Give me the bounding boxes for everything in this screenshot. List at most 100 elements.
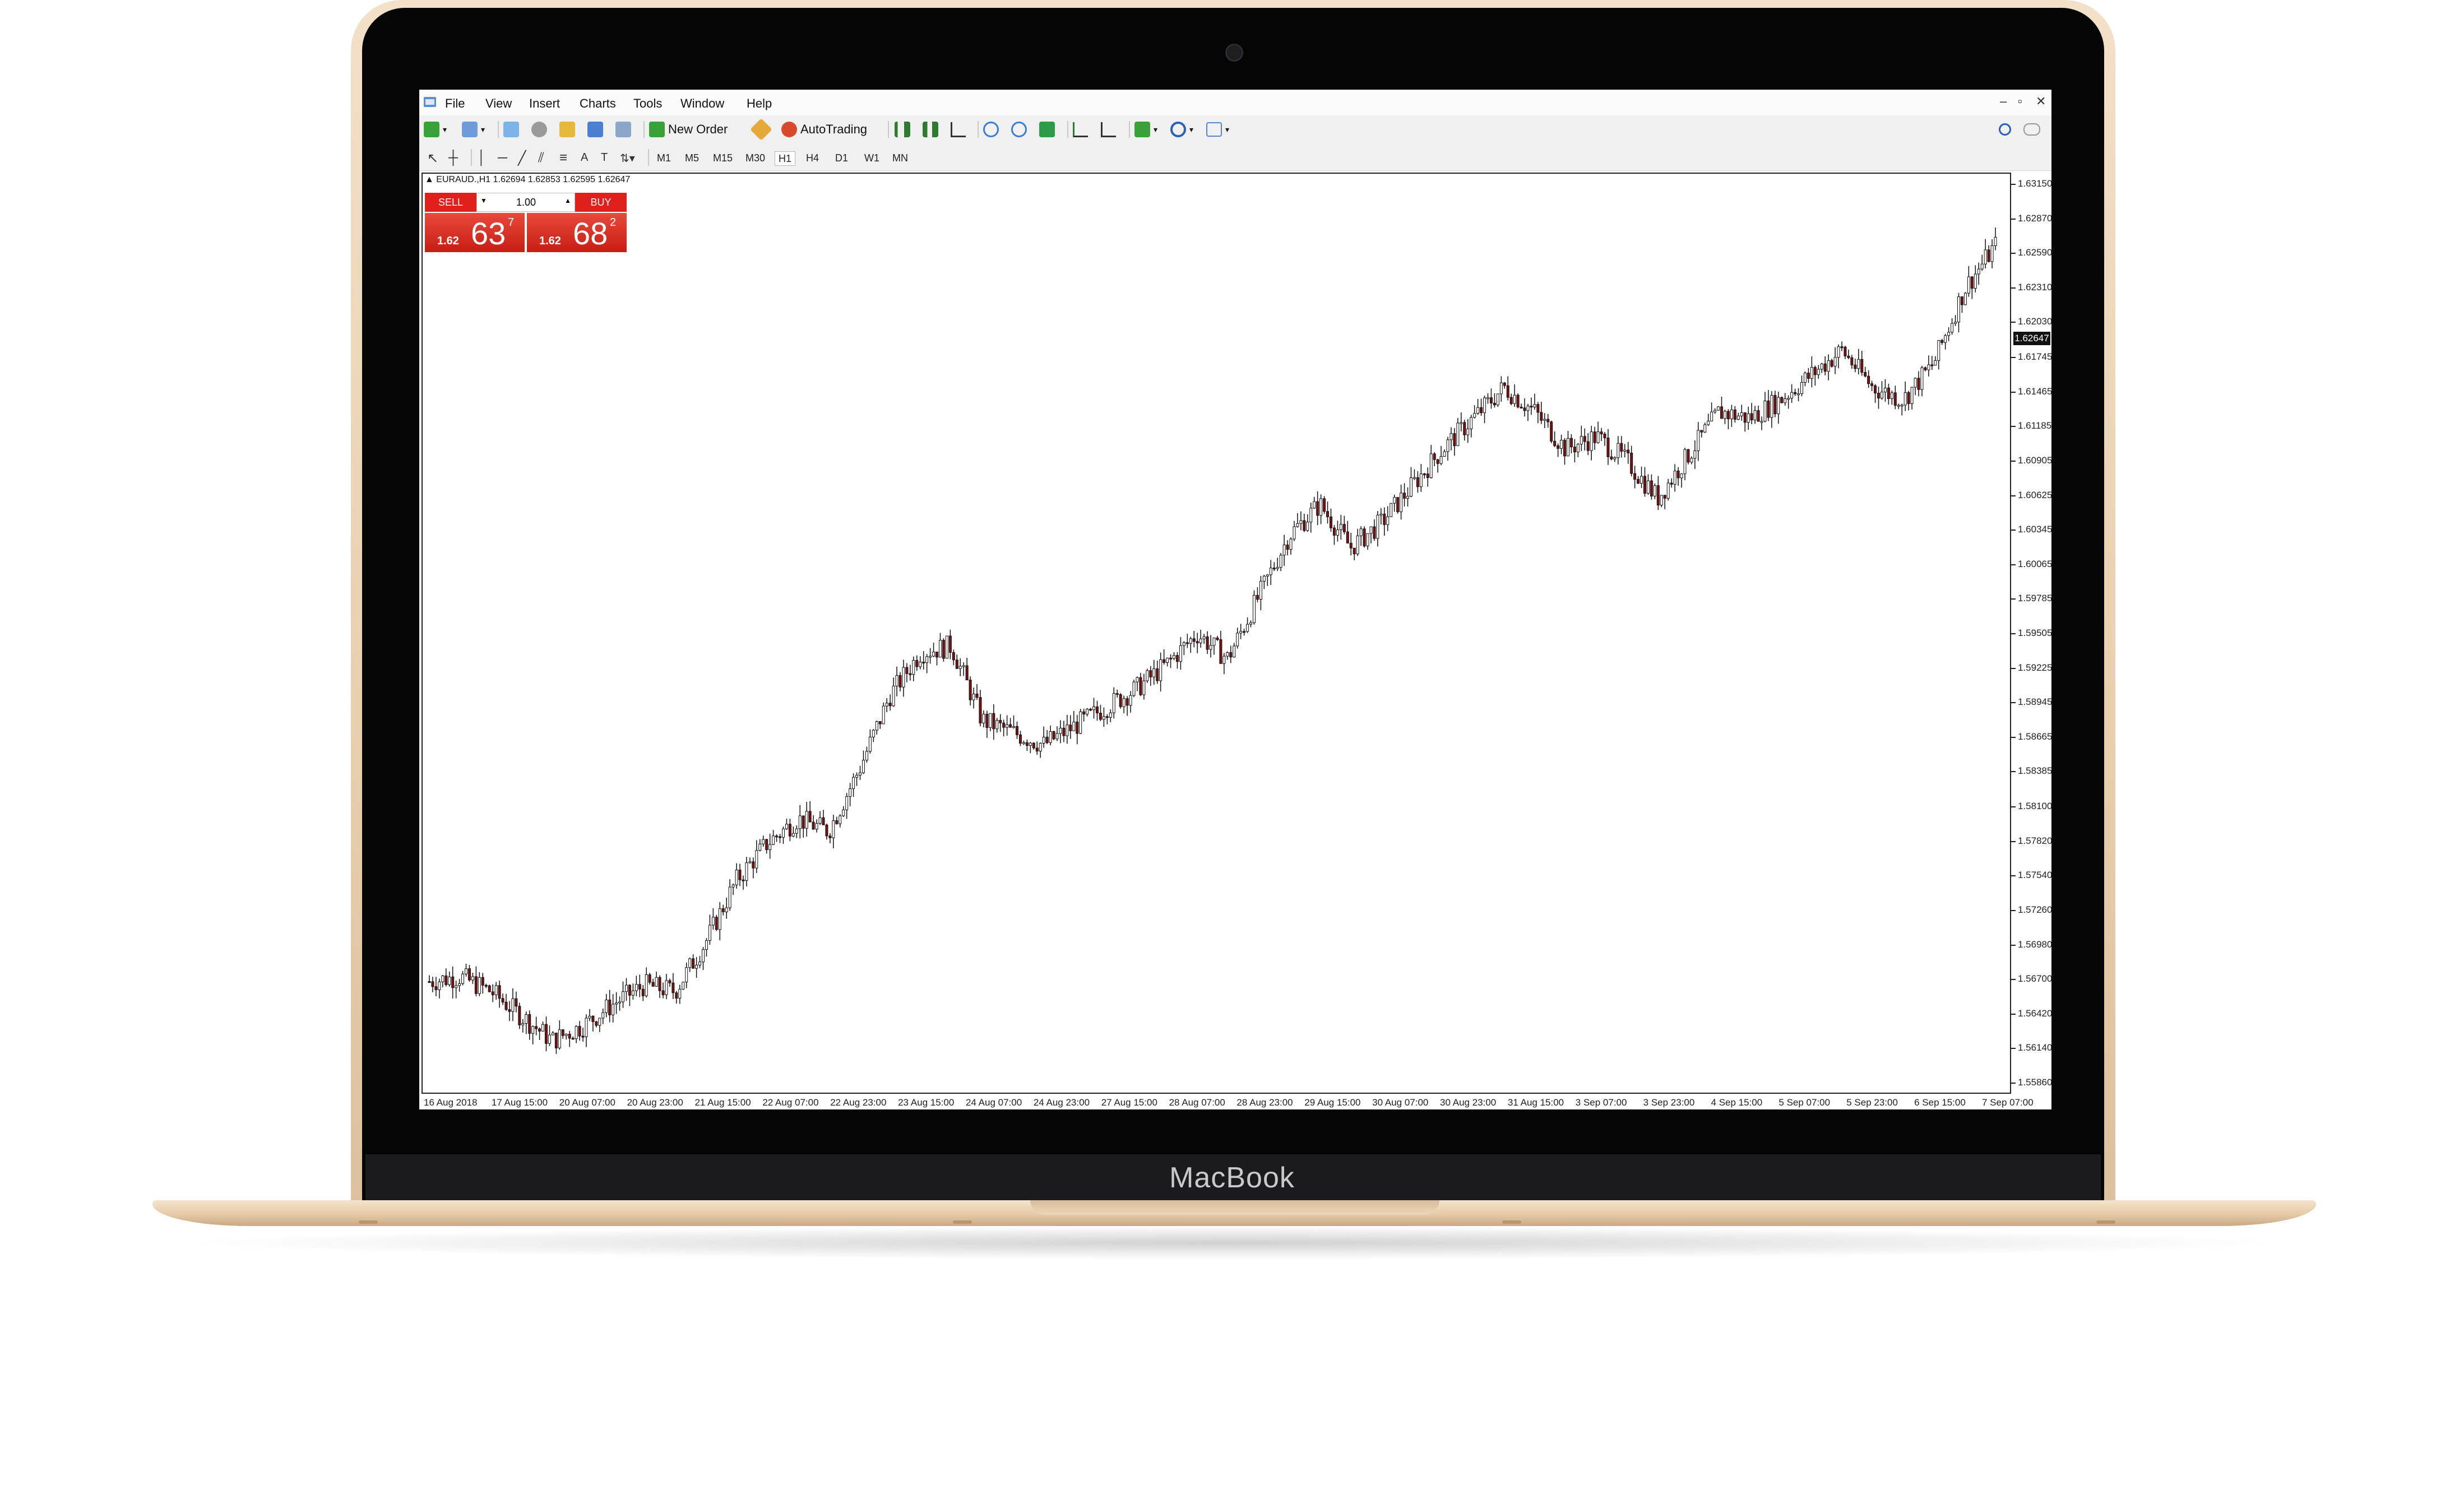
candle-down [488,985,491,992]
data-window-button[interactable] [531,120,550,139]
minimize-icon[interactable]: – [2000,94,2007,108]
arrows-icon[interactable]: ⇅▾ [620,152,635,165]
candle-down [1025,742,1029,746]
candle-up [972,694,975,700]
candle-up [865,751,868,761]
timeframe-w1[interactable]: W1 [864,152,879,164]
cursor-icon[interactable]: ↖ [427,151,439,166]
candle-down [1156,668,1159,681]
candle-up [1683,449,1687,475]
text-label-icon[interactable]: T [601,151,608,164]
candle-down [1062,727,1066,736]
candle-down [1363,528,1366,546]
sell-price-pip: 7 [508,216,515,229]
zoom-out-button[interactable] [1011,120,1030,139]
price-tick-label: 1.57820 [2018,835,2051,846]
tile-windows-button[interactable] [1039,120,1058,139]
candle-up [1179,645,1182,662]
text-icon[interactable]: A [581,151,589,164]
candle-up [995,720,999,730]
menu-file[interactable]: File [445,96,465,110]
chat-button[interactable] [2023,120,2044,139]
meta-editor-button[interactable] [750,118,772,141]
chart-window[interactable]: ▲ EURAUD.,H1 1.62694 1.62853 1.62595 1.6… [419,171,2051,1109]
close-icon[interactable]: ✕ [2036,94,2046,108]
candle-up [1680,473,1683,479]
timeframe-mn[interactable]: MN [892,152,908,164]
autotrading-button[interactable]: AutoTrading [781,120,867,139]
candle-up [605,999,608,1013]
candle-up [1673,470,1676,485]
buy-price[interactable]: 1.62 68 2 [527,213,627,252]
menu-window[interactable]: Window [680,96,725,110]
chart-shift-button[interactable] [1101,120,1119,139]
market-watch-button[interactable] [503,120,522,139]
crosshair-icon[interactable]: ┼ [448,150,458,165]
sell-button[interactable]: SELL [425,193,476,212]
timeframe-d1[interactable]: D1 [835,152,849,164]
candle-down [1463,422,1466,435]
candle-up [1400,493,1403,512]
volume-up-icon[interactable]: ▲ [564,197,571,205]
sell-price[interactable]: 1.62 63 7 [425,213,525,252]
timeframe-h1[interactable]: H1 [775,151,796,166]
candle-up [1914,378,1917,388]
candle-up [1473,413,1476,418]
menu-charts[interactable]: Charts [580,96,616,110]
candle-up [1613,457,1617,459]
candle-down [1940,340,1944,343]
timeframe-m30[interactable]: M30 [745,152,766,164]
periods-button[interactable]: ▾ [1170,120,1193,139]
templates-button[interactable]: ▾ [1206,120,1229,139]
trendline-icon[interactable]: ╱ [518,151,526,166]
chart-plot-area[interactable] [422,173,2011,1094]
volume-field[interactable]: 1.00 [516,197,536,208]
candle-up [785,824,788,829]
volume-down-icon[interactable]: ▼ [480,197,487,205]
channel-icon[interactable]: ⫽ [538,150,544,165]
timeframe-m15[interactable]: M15 [713,152,733,164]
horizontal-line-icon[interactable]: ─ [498,150,508,165]
candle-down [1780,397,1784,403]
new-order-button[interactable]: New Order [649,120,728,139]
candle-down [434,986,438,990]
buy-button[interactable]: BUY [575,193,627,212]
candle-up [1042,736,1045,744]
zoom-in-button[interactable] [983,120,1002,139]
menu-help[interactable]: Help [747,96,772,110]
candle-down [648,974,651,983]
candle-down [1586,441,1590,451]
timeframe-m5[interactable]: M5 [685,152,700,164]
candle-down [1844,346,1847,356]
candle-down [915,660,919,667]
autoscroll-button[interactable] [1073,120,1091,139]
price-tick-mark [2011,598,2016,600]
tile-windows-icon [1039,122,1055,137]
menu-insert[interactable]: Insert [529,96,561,110]
indicators-button[interactable]: ▾ [1134,120,1157,139]
bar-chart-button[interactable] [895,120,914,139]
new-chart-button[interactable]: ▾ [424,120,447,139]
menu-tools[interactable]: Tools [633,96,663,110]
candle-up [1212,637,1216,646]
line-chart-button[interactable] [951,120,969,139]
strategy-tester-button[interactable] [615,120,634,139]
restore-icon[interactable]: ▫ [2018,94,2022,108]
candle-up [1640,476,1643,484]
menu-view[interactable]: View [485,96,512,110]
terminal-button[interactable] [587,120,606,139]
fibonacci-icon[interactable]: ≡ [559,150,568,165]
candle-down [504,1001,508,1010]
timeframe-m1[interactable]: M1 [657,152,671,164]
navigator-button[interactable] [559,120,578,139]
new-chart-icon [424,122,439,137]
candle-up [1419,473,1423,487]
timeframe-h4[interactable]: H4 [806,152,819,164]
candle-down [675,992,678,999]
candle-up [1797,393,1800,396]
candlestick-button[interactable] [923,120,942,139]
profiles-button[interactable]: ▾ [462,120,485,139]
candle-down [1794,392,1797,394]
vertical-line-icon[interactable]: │ [478,150,486,165]
search-button[interactable] [1999,120,2014,139]
